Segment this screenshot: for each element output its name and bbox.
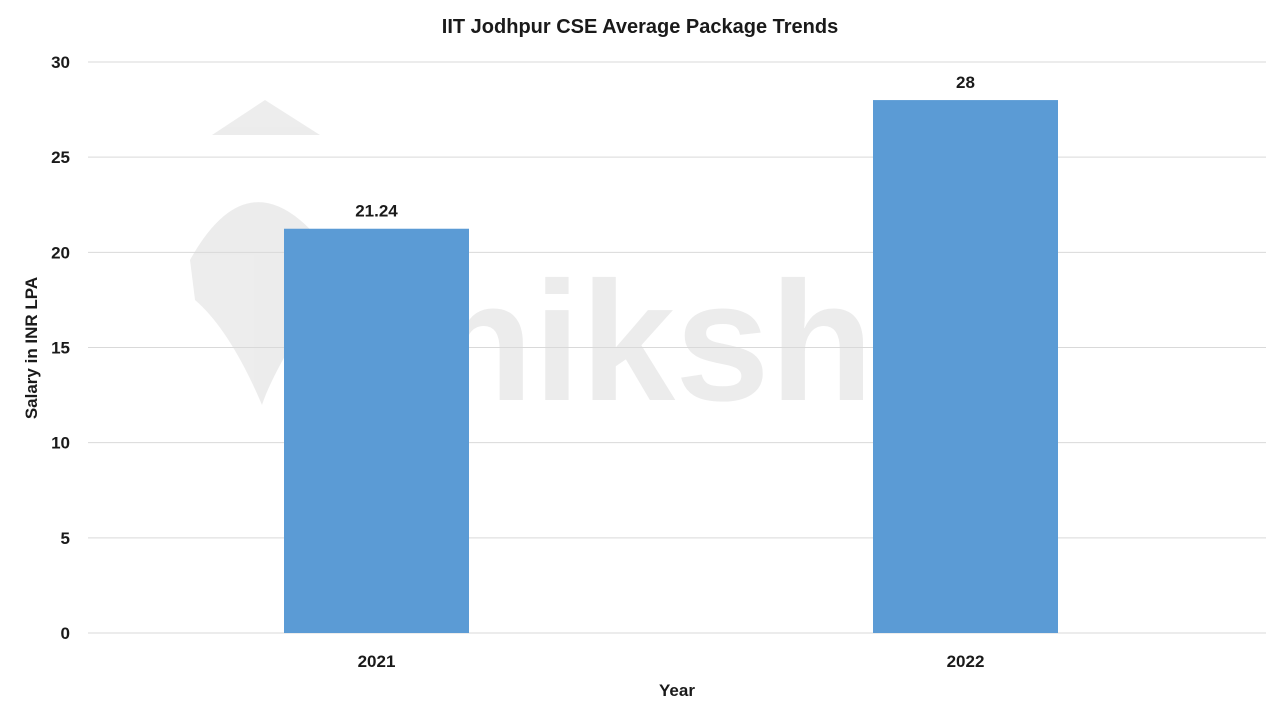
x-tick-label: 2022 [947, 652, 985, 671]
bar-2021 [284, 228, 469, 633]
y-axis-label: Salary in INR LPA [22, 277, 41, 419]
y-tick-label: 20 [51, 243, 70, 262]
x-axis-label: Year [659, 681, 695, 700]
y-tick-label: 30 [51, 53, 70, 72]
chart-title: IIT Jodhpur CSE Average Package Trends [442, 16, 838, 38]
y-tick-label: 10 [51, 434, 70, 453]
x-tick-label: 2021 [358, 652, 396, 671]
data-label: 21.24 [355, 202, 398, 221]
y-tick-label: 0 [61, 624, 70, 643]
bar-2022 [873, 100, 1058, 634]
y-tick-label: 25 [51, 148, 70, 167]
y-tick-label: 5 [61, 529, 70, 548]
data-label: 28 [956, 73, 975, 92]
y-tick-label: 15 [51, 339, 70, 358]
